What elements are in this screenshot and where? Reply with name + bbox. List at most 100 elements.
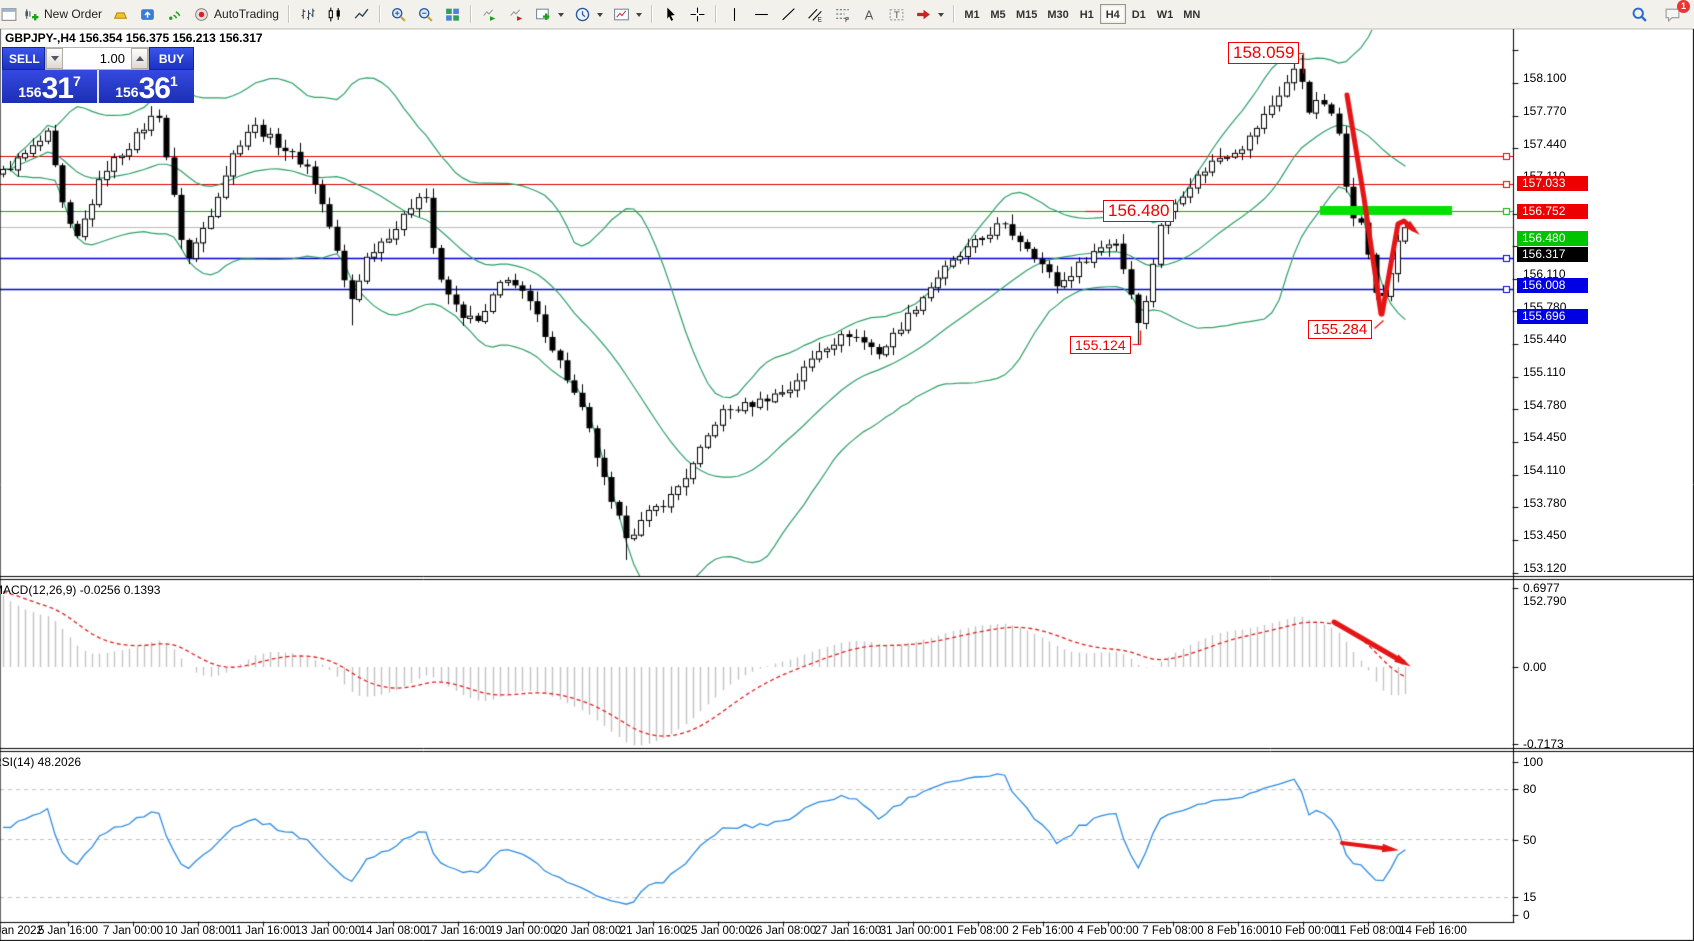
publish-button[interactable]	[134, 3, 161, 25]
dropdown-caret-icon	[557, 12, 564, 20]
candlestick-icon	[326, 6, 343, 23]
toolbar-separator	[378, 5, 381, 23]
time-axis-label: 20 Jan 08:00	[554, 925, 622, 937]
price-tick-label: 155.110	[1523, 365, 1566, 379]
vertical-line-tool-button[interactable]	[721, 3, 748, 25]
time-axis-label: 1 Feb 08:00	[947, 925, 1009, 937]
time-axis-label: 7 Feb 08:00	[1142, 925, 1204, 937]
time-axis-label: 4 Feb 00:00	[1077, 925, 1139, 937]
time-axis-label: 19 Jan 00:00	[489, 925, 557, 937]
price-level-chip-156.752: 156.752	[1517, 204, 1588, 219]
svg-text:F: F	[845, 16, 849, 22]
time-axis-label: 2 Feb 16:00	[1012, 925, 1074, 937]
cursor-tool-button[interactable]	[657, 3, 684, 25]
time-axis-label: 10 Feb 00:00	[1269, 925, 1337, 937]
auto-scroll-button[interactable]	[476, 3, 503, 25]
timeframe-button-m30[interactable]: M30	[1042, 4, 1073, 24]
price-level-chip-155.696: 155.696	[1517, 309, 1588, 324]
svg-text:A: A	[865, 7, 874, 22]
timeframe-button-d1[interactable]: D1	[1126, 4, 1152, 24]
indicator-axis-label: 0.00	[1523, 660, 1547, 674]
toolbar-separator	[469, 5, 472, 23]
time-axis-label: 21 Jan 16:00	[619, 925, 687, 937]
timeframe-button-h1[interactable]: H1	[1074, 4, 1100, 24]
chart-window: GBPJPY-,H4 156.354 156.375 156.213 156.3…	[0, 28, 1694, 941]
tile-windows-button[interactable]	[439, 3, 466, 25]
new-chart-button[interactable]	[530, 3, 569, 25]
chart-canvas[interactable]	[0, 28, 1694, 941]
signal-button[interactable]	[161, 3, 188, 25]
buy-price-panel[interactable]: 156 36 1	[97, 70, 194, 104]
price-level-chip-157.033: 157.033	[1517, 176, 1588, 191]
toolbar-separator	[287, 5, 290, 23]
timeframe-button-m5[interactable]: M5	[985, 4, 1011, 24]
time-axis-label: 11 Jan 16:00	[230, 925, 296, 937]
candlestick-mode-button[interactable]	[321, 3, 348, 25]
text-tool-button[interactable]: A	[856, 3, 883, 25]
main-toolbar: New Order AutoTrading	[0, 0, 1694, 29]
crosshair-tool-button[interactable]	[684, 3, 711, 25]
zoom-out-icon	[417, 6, 434, 23]
new-order-button[interactable]: New Order	[18, 3, 107, 25]
signal-icon	[166, 6, 183, 23]
search-button[interactable]	[1626, 3, 1653, 25]
notifications-button[interactable]: 1	[1659, 0, 1690, 25]
timeframe-button-h4[interactable]: H4	[1099, 4, 1126, 24]
timeframe-button-w1[interactable]: W1	[1152, 4, 1179, 24]
text-icon: A	[861, 6, 878, 23]
indicator-axis-label: -0.7173	[1523, 737, 1564, 751]
crosshair-icon	[689, 6, 706, 23]
template-button[interactable]	[608, 3, 647, 25]
search-icon	[1631, 6, 1648, 23]
cursor-icon	[662, 6, 679, 23]
annotation-155.284[interactable]: 155.284	[1308, 320, 1373, 340]
fibonacci-tool-button[interactable]: F	[829, 3, 856, 25]
price-tick-label: 158.100	[1523, 71, 1567, 85]
gold-button[interactable]	[107, 3, 134, 25]
toolbar-separator	[952, 5, 955, 23]
sell-price-big: 31	[41, 72, 74, 105]
volume-increase-button[interactable]	[131, 48, 148, 69]
new-chart-icon	[535, 6, 552, 23]
zoom-out-button[interactable]	[412, 3, 439, 25]
sell-price-panel[interactable]: 156 31 7	[2, 70, 97, 105]
horizontal-line-tool-button[interactable]	[748, 3, 775, 25]
channel-tool-button[interactable]: E	[802, 3, 829, 25]
price-tick-label: 153.780	[1523, 496, 1567, 510]
text-label-tool-button[interactable]: T	[883, 3, 910, 25]
price-tick-label: 153.120	[1523, 561, 1567, 575]
annotation-158.059[interactable]: 158.059	[1228, 42, 1300, 64]
time-axis-label: 10 Jan 08:00	[164, 925, 232, 937]
time-axis-label: 8 Feb 16:00	[1207, 925, 1269, 937]
price-tick-label: 154.780	[1523, 398, 1567, 412]
autotrading-button[interactable]: AutoTrading	[188, 3, 284, 25]
trendline-tool-button[interactable]	[775, 3, 802, 25]
zoom-in-button[interactable]	[385, 3, 412, 25]
price-level-chip-156.008: 156.008	[1517, 278, 1588, 293]
volume-input[interactable]	[63, 48, 131, 69]
chart-shift-button[interactable]	[503, 3, 530, 25]
timeframe-group: M1 M5 M15 M30 H1 H4 D1 W1 MN	[959, 4, 1205, 24]
bar-chart-mode-button[interactable]	[294, 3, 321, 25]
price-tick-label: 154.450	[1523, 430, 1567, 444]
indicator-axis-label: 50	[1523, 833, 1537, 847]
timeframe-button-m1[interactable]: M1	[959, 4, 985, 24]
arrows-tool-button[interactable]	[910, 3, 949, 25]
buy-button[interactable]: BUY	[149, 47, 194, 70]
vertical-line-icon	[726, 6, 743, 23]
time-axis-label: 14 Feb 16:00	[1399, 925, 1467, 937]
sell-button[interactable]: SELL	[2, 47, 45, 70]
period-selector-button[interactable]	[569, 3, 608, 25]
volume-decrease-button[interactable]	[46, 48, 63, 69]
line-chart-mode-button[interactable]	[348, 3, 375, 25]
price-level-chip-156.317: 156.317	[1517, 247, 1588, 262]
new-order-label: New Order	[44, 7, 103, 21]
annotation-155.124[interactable]: 155.124	[1070, 336, 1131, 355]
text-label-icon: T	[888, 6, 905, 23]
dropdown-caret-icon	[635, 12, 642, 20]
timeframe-button-m15[interactable]: M15	[1011, 4, 1042, 24]
svg-text:E: E	[818, 16, 822, 23]
annotation-156.480[interactable]: 156.480	[1103, 200, 1175, 222]
timeframe-button-mn[interactable]: MN	[1178, 4, 1205, 24]
